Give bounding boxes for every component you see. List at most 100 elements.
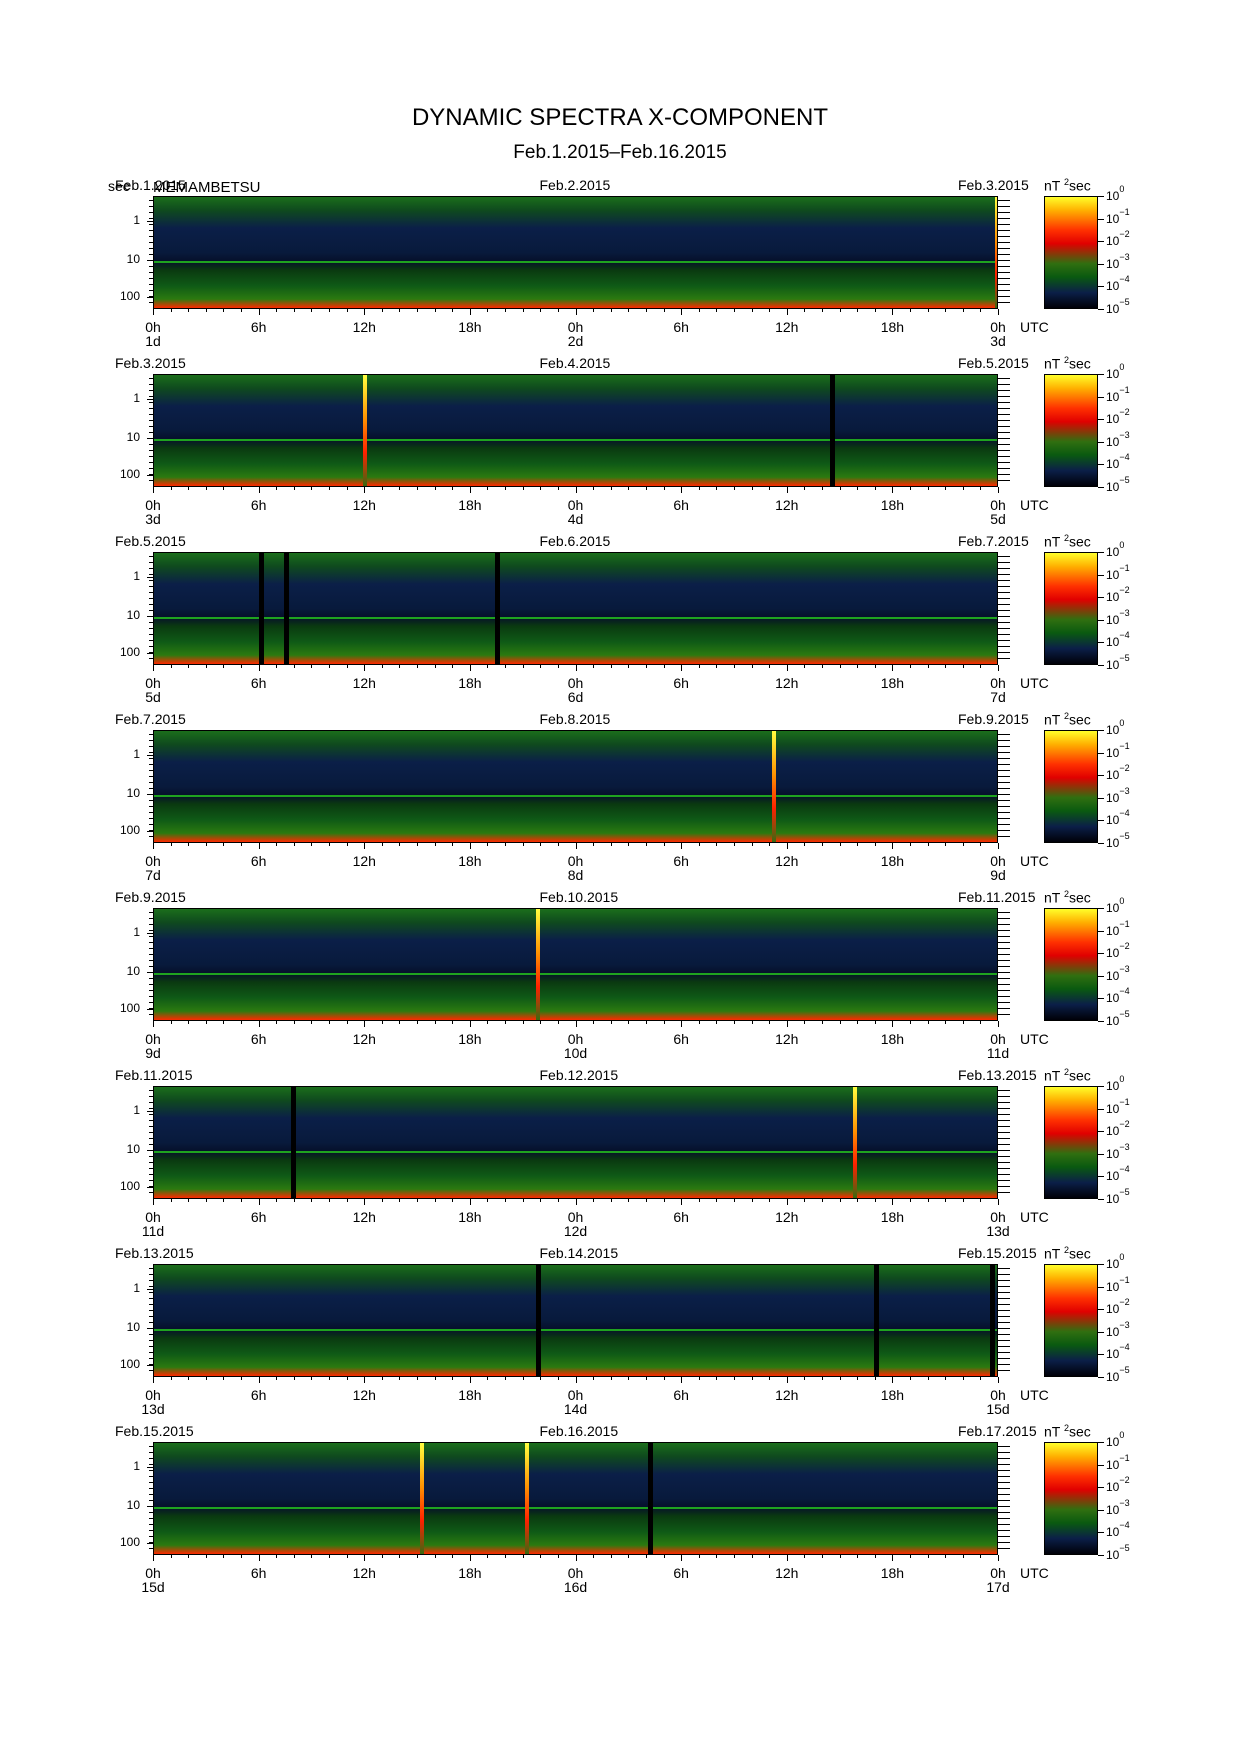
right-minor-tick [998, 574, 1010, 575]
x-minor-tick [540, 1555, 542, 1558]
minor-tick [149, 296, 153, 297]
x-minor-tick [839, 1555, 841, 1558]
x-minor-tick [205, 309, 207, 312]
minor-tick [149, 1268, 153, 1269]
x-tick-mark [786, 1199, 788, 1205]
x-tick-label: 0h [990, 1031, 1006, 1047]
x-minor-tick [540, 665, 542, 668]
right-minor-tick [998, 646, 1010, 647]
colorbar-tick [1098, 775, 1104, 777]
x-minor-tick [980, 1377, 982, 1380]
x-minor-tick [786, 1199, 788, 1202]
minor-tick [149, 752, 153, 753]
minor-tick [149, 1090, 153, 1091]
right-minor-tick [998, 1274, 1010, 1275]
right-minor-tick [998, 604, 1010, 605]
gap-mark [284, 553, 290, 664]
x-minor-tick [346, 487, 348, 490]
x-minor-tick [909, 843, 911, 846]
x-minor-tick [557, 843, 559, 846]
y-tick-label: 100 [119, 467, 140, 481]
minor-tick [149, 912, 153, 913]
x-minor-tick [698, 843, 700, 846]
band-line [154, 261, 997, 263]
colorbar-tick [1098, 419, 1104, 421]
x-minor-tick [434, 665, 436, 668]
minor-tick [149, 248, 153, 249]
start-date-label: Feb.7.2015 [115, 711, 186, 727]
x-tick-mark [364, 665, 366, 671]
x-tick-mark [575, 309, 577, 315]
utc-label: UTC [1020, 1031, 1049, 1047]
x-tick-mark [998, 665, 999, 671]
x-minor-tick [399, 1199, 401, 1202]
x-minor-tick [557, 1555, 559, 1558]
x-tick-mark [575, 665, 577, 671]
x-minor-tick [751, 1199, 753, 1202]
right-minor-tick [998, 1364, 1010, 1365]
spectrogram-panel: Feb.11.2015 Feb.12.2015 Feb.13.2015 1 10 100 0… [0, 1059, 1240, 1239]
minor-tick [149, 616, 153, 617]
x-minor-tick [293, 487, 295, 490]
page-subtitle: Feb.1.2015–Feb.16.2015 [513, 142, 727, 163]
x-tick-label: 0h [990, 497, 1006, 513]
colorbar-tick-label: 10−4 [1106, 274, 1130, 294]
minor-tick [149, 628, 153, 629]
x-minor-tick [681, 1021, 683, 1024]
x-tick-label: 6h [673, 497, 689, 513]
right-minor-tick [998, 1358, 1010, 1359]
minor-tick [149, 1470, 153, 1471]
x-tick-mark [575, 1377, 577, 1383]
x-tick-mark [681, 665, 683, 671]
right-minor-tick [998, 1102, 1010, 1103]
x-minor-tick [329, 487, 331, 490]
colorbar-tick [1098, 998, 1104, 1000]
x-minor-tick [786, 1021, 788, 1024]
day-label: 8d [567, 867, 584, 883]
colorbar-tick-label: 10−1 [1106, 1452, 1130, 1472]
x-tick-label: 18h [458, 1565, 482, 1581]
x-minor-tick [205, 665, 207, 668]
right-minor-tick [998, 758, 1010, 759]
x-minor-tick [909, 1377, 911, 1380]
x-minor-tick [417, 665, 419, 668]
x-minor-tick [716, 1199, 718, 1202]
x-minor-tick [698, 487, 700, 490]
x-minor-tick [980, 309, 982, 312]
minor-tick [149, 746, 153, 747]
end-date-label: Feb.3.2015 [958, 177, 1029, 193]
day-label: 12d [563, 1223, 588, 1239]
right-minor-tick [998, 1090, 1010, 1091]
x-minor-tick [329, 309, 331, 312]
x-minor-tick [346, 309, 348, 312]
x-minor-tick [575, 1555, 577, 1558]
x-minor-tick [751, 487, 753, 490]
colorbar-tick-label: 10−2 [1106, 1475, 1130, 1495]
right-minor-tick [998, 1334, 1010, 1335]
minor-tick [149, 438, 153, 439]
x-minor-tick [980, 487, 982, 490]
x-minor-tick [804, 843, 806, 846]
x-minor-tick [804, 487, 806, 490]
right-minor-tick [998, 770, 1010, 771]
x-minor-tick [522, 843, 524, 846]
x-minor-tick [962, 843, 964, 846]
x-minor-tick [962, 1199, 964, 1202]
x-tick-label: 0h [990, 675, 1006, 691]
x-minor-tick [874, 1377, 876, 1380]
x-tick-label: 12h [352, 1565, 376, 1581]
utc-label: UTC [1020, 319, 1049, 335]
minor-tick [149, 996, 153, 997]
x-minor-tick [857, 309, 859, 312]
right-minor-tick [998, 1458, 1010, 1459]
colorbar-tick-label: 100 [1106, 1074, 1125, 1093]
minor-tick [149, 408, 153, 409]
x-minor-tick [874, 309, 876, 312]
x-minor-tick [892, 487, 894, 490]
x-minor-tick [681, 1199, 683, 1202]
colorbar-tick-label: 10−4 [1106, 1520, 1130, 1540]
minor-tick [149, 1304, 153, 1305]
x-minor-tick [821, 1021, 823, 1024]
x-minor-tick [610, 1377, 612, 1380]
right-minor-tick [998, 450, 1010, 451]
